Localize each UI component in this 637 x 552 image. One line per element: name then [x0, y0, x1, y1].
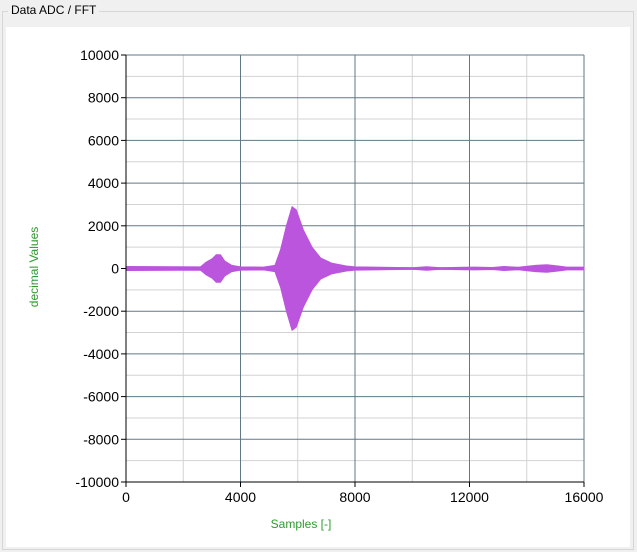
- y-tick-label: -8000: [83, 431, 119, 447]
- groupbox-border: [2, 11, 634, 550]
- y-tick-label: 10000: [80, 47, 119, 63]
- x-tick-label: 4000: [225, 489, 256, 505]
- axes-layer: [121, 54, 585, 487]
- x-axis-label: Samples [-]: [271, 517, 332, 531]
- chart-area: 10000 8000 6000 4000 2000 0 -2000 -4000 -6000 -80…: [6, 27, 630, 547]
- x-tick-label: 8000: [339, 489, 370, 505]
- y-tick-label: 4000: [88, 175, 119, 191]
- y-tick-label: 8000: [88, 90, 119, 106]
- groupbox-title: Data ADC / FFT: [8, 3, 100, 17]
- y-tick-label: -6000: [83, 389, 119, 405]
- signal-layer: [125, 205, 585, 332]
- y-tick-label: 6000: [88, 132, 119, 148]
- tick-labels: 10000 8000 6000 4000 2000 0 -2000 -4000 -6000 -80…: [75, 47, 603, 505]
- y-tick-label: -2000: [83, 303, 119, 319]
- y-tick-label: -4000: [83, 346, 119, 362]
- y-axis-label: decimal Values: [27, 227, 41, 307]
- y-tick-label: -10000: [75, 474, 119, 490]
- x-tick-label: 16000: [565, 489, 604, 505]
- x-tick-label: 0: [122, 489, 130, 505]
- x-tick-label: 12000: [450, 489, 489, 505]
- y-tick-label: 2000: [88, 218, 119, 234]
- adc-chart: 10000 8000 6000 4000 2000 0 -2000 -4000 -6000 -80…: [27, 47, 604, 531]
- y-tick-label: 0: [111, 261, 119, 277]
